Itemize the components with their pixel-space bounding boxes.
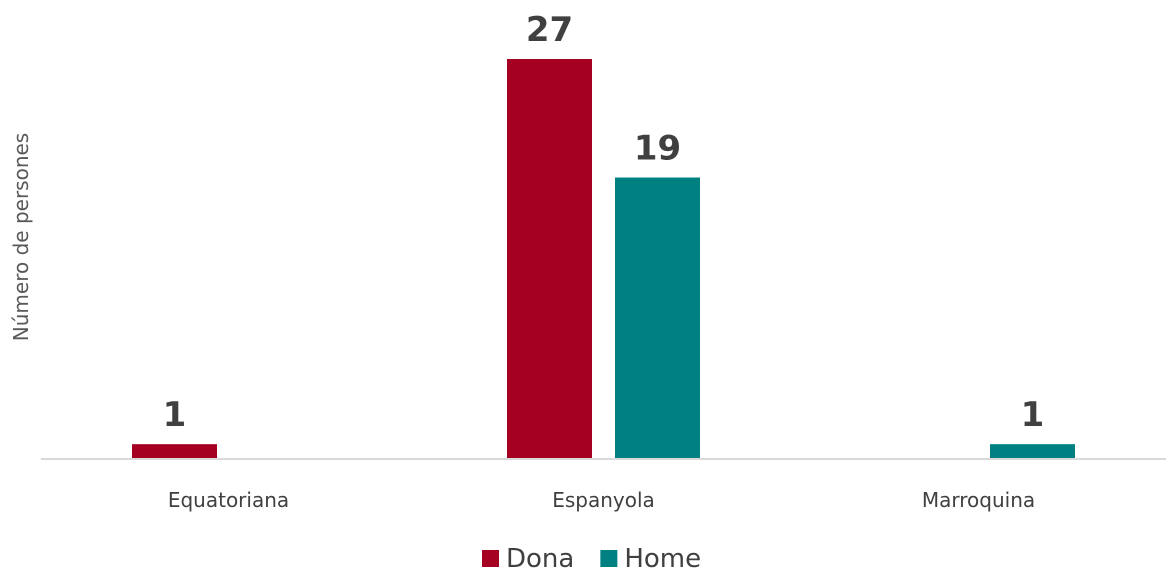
bar-home-marroquina [990,444,1075,459]
legend-label-dona: Dona [506,544,574,571]
data-label-dona-equatoriana: 1 [163,395,187,435]
legend-swatch-dona [482,550,499,567]
x-tick-label: Marroquina [922,488,1035,512]
bar-dona-equatoriana [132,444,217,459]
legend-swatch-home [600,550,618,567]
bar-dona-espanyola [507,59,592,459]
category-ticks: Equatoriana Espanyola Marroquina [168,488,1035,512]
data-label-dona-espanyola: 27 [526,10,573,50]
data-label-home-marroquina: 1 [1021,395,1045,435]
data-label-home-espanyola: 19 [634,129,681,169]
x-tick-label: Equatoriana [168,488,289,512]
bars-layer: 1 27 19 1 [132,10,1075,459]
bar-home-espanyola [615,177,700,459]
y-axis-label: Número de persones [9,133,33,341]
x-tick-label: Espanyola [552,488,655,512]
legend: Dona Home [482,544,701,571]
legend-label-home: Home [624,544,701,571]
